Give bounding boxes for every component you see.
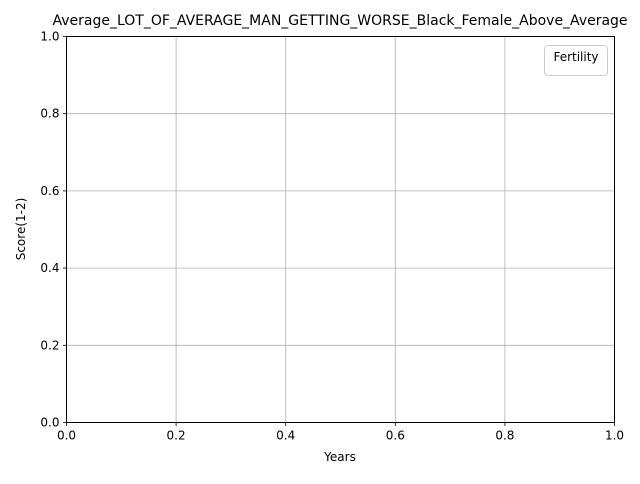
y-tick-label: 1.0 (40, 30, 59, 44)
y-tick-label: 0.8 (40, 107, 59, 121)
y-axis-label: Score(1-2) (14, 198, 28, 261)
x-tick-label: 0.2 (167, 429, 186, 443)
legend-box (544, 45, 608, 76)
y-tick-label: 0.2 (40, 338, 59, 352)
x-tick-label: 0.4 (276, 429, 295, 443)
plot-area-frame (66, 36, 615, 423)
legend: Fertility (544, 45, 608, 76)
x-tick-label: 0.8 (495, 429, 514, 443)
y-tick-label: 0.0 (40, 416, 59, 430)
y-tick-label: 0.6 (40, 184, 59, 198)
x-axis-ticks: 0.0 0.2 0.4 0.6 0.8 1.0 (57, 422, 624, 443)
legend-title: Fertility (553, 50, 598, 64)
x-axis-label: Years (323, 450, 356, 464)
grid-lines (66, 36, 615, 423)
x-tick-label: 1.0 (605, 429, 624, 443)
x-tick-label: 0.0 (57, 429, 76, 443)
x-tick-label: 0.6 (386, 429, 405, 443)
chart-title: Average_LOT_OF_AVERAGE_MAN_GETTING_WORSE… (52, 13, 627, 29)
y-tick-label: 0.4 (40, 261, 59, 275)
y-axis-ticks: 0.0 0.2 0.4 0.6 0.8 1.0 (40, 30, 67, 430)
